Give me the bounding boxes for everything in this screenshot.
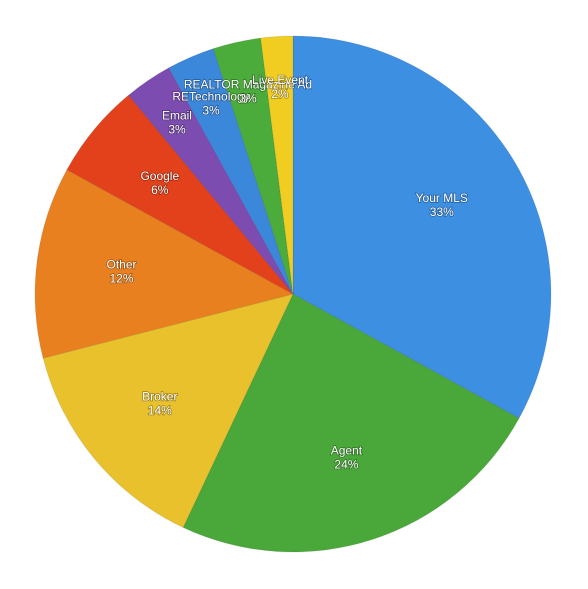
- slice-label: Agent: [331, 444, 363, 458]
- slice-value-label: 14%: [148, 403, 172, 417]
- slice-label: RETechnology: [172, 90, 249, 104]
- pie-slice: [292, 35, 552, 419]
- slice-label: Your MLS: [416, 191, 468, 205]
- pie-slice: [168, 47, 294, 295]
- slice-value-label: 12%: [109, 272, 133, 286]
- slice-value-label: 24%: [334, 458, 358, 472]
- pie-slice: [260, 35, 294, 295]
- slice-label: Other: [106, 258, 136, 272]
- pie-slice: [66, 94, 294, 295]
- slice-label: Live Event: [252, 73, 309, 87]
- slice-value-label: 3%: [239, 92, 257, 106]
- pie-slice: [212, 37, 294, 295]
- slice-label: Email: [162, 108, 192, 122]
- pie-slice: [34, 169, 295, 359]
- slice-value-label: 33%: [430, 205, 454, 219]
- slice-label: Broker: [142, 389, 177, 403]
- slice-label: REALTOR Magazine Ad: [184, 78, 312, 92]
- slice-value-label: 3%: [168, 122, 186, 136]
- pie-slice: [42, 293, 294, 529]
- slice-value-label: 2%: [271, 87, 289, 101]
- slice-label: Google: [140, 169, 179, 183]
- pie-slice: [182, 293, 520, 553]
- slice-value-label: 6%: [151, 183, 169, 197]
- pie-slice: [127, 67, 294, 295]
- slice-value-label: 3%: [202, 104, 220, 118]
